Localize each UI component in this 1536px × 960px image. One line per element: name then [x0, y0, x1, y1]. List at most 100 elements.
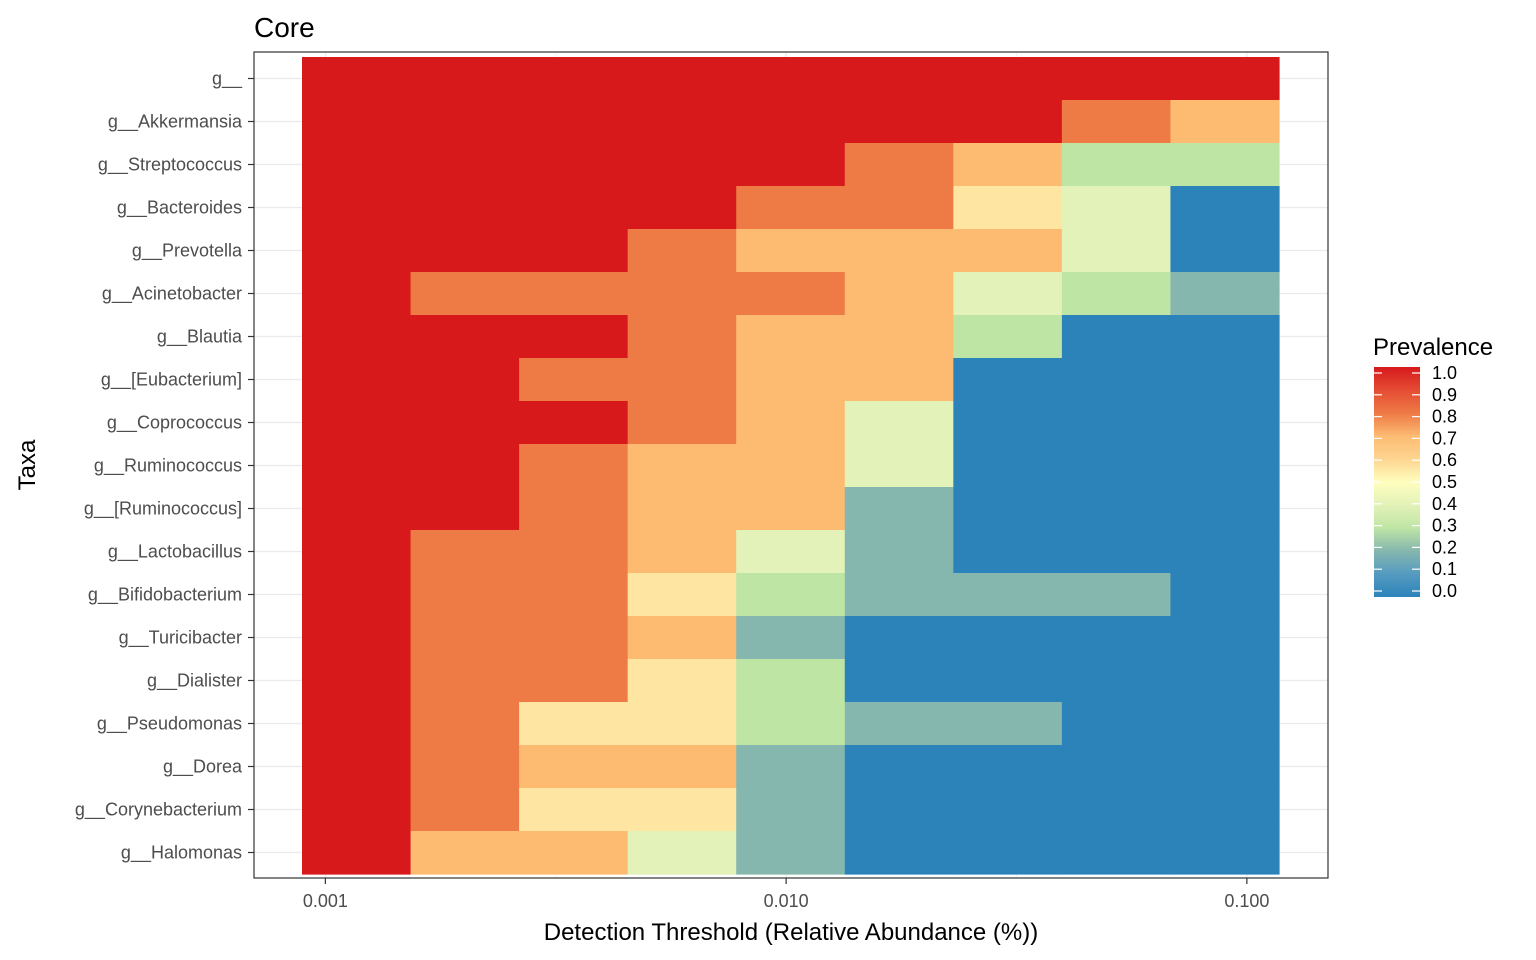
heatmap-cell — [736, 186, 846, 230]
y-tick-label: g__Bifidobacterium — [88, 585, 242, 606]
heatmap-cell — [1061, 487, 1172, 531]
heatmap-cell — [519, 272, 629, 316]
heatmap-cell — [953, 57, 1063, 101]
heatmap-cell — [519, 229, 629, 273]
legend-tick-label: 0.4 — [1432, 494, 1457, 514]
heatmap-cell — [953, 100, 1063, 144]
heatmap-cell — [844, 358, 954, 402]
heatmap-cell — [844, 100, 954, 144]
y-tick-label: g__Streptococcus — [98, 155, 242, 176]
heatmap-cell — [736, 358, 846, 402]
heatmap-cell — [736, 229, 846, 273]
heatmap-cell — [953, 143, 1063, 187]
heatmap-cell — [519, 831, 629, 875]
heatmap-cell — [736, 444, 846, 488]
heatmap-cell — [844, 229, 954, 273]
heatmap-cell — [410, 444, 520, 488]
y-tick-label: g__Akkermansia — [108, 112, 243, 133]
legend-tick-label: 0.5 — [1432, 472, 1457, 492]
heatmap-cell — [302, 831, 412, 875]
heatmap-cell — [953, 272, 1063, 316]
heatmap-cell — [1061, 788, 1172, 832]
y-tick-label: g__Pseudomonas — [97, 714, 242, 735]
heatmap-cell — [1061, 444, 1172, 488]
heatmap-cell — [519, 487, 629, 531]
heatmap-cell — [1061, 702, 1172, 746]
heatmap-cell — [1061, 358, 1172, 402]
heatmap-cell — [627, 659, 737, 703]
heatmap-cell — [302, 573, 412, 617]
heatmap-cell — [302, 143, 412, 187]
legend-tick-label: 0.7 — [1432, 428, 1457, 448]
heatmap-cell — [519, 444, 629, 488]
heatmap-cell — [736, 57, 846, 101]
heatmap-cell — [844, 57, 954, 101]
heatmap-cell — [519, 57, 629, 101]
heatmap-cell — [410, 487, 520, 531]
y-tick-label: g__Blautia — [157, 327, 243, 348]
x-tick-label: 0.001 — [303, 891, 348, 911]
legend-tick-label: 0.2 — [1432, 537, 1457, 557]
heatmap-cell — [1170, 186, 1280, 230]
heatmap-cell — [736, 487, 846, 531]
heatmap-cell — [627, 530, 737, 574]
heatmap-cell — [627, 401, 737, 445]
legend-title: Prevalence — [1373, 334, 1493, 361]
heatmap-cell — [302, 702, 412, 746]
heatmap-cell — [519, 788, 629, 832]
heatmap-cell — [302, 186, 412, 230]
heatmap-cell — [844, 444, 954, 488]
heatmap-cell — [1061, 229, 1172, 273]
heatmap-cell — [302, 401, 412, 445]
heatmap-cell — [302, 358, 412, 402]
heatmap-cell — [1061, 100, 1172, 144]
heatmap-cell — [1170, 444, 1280, 488]
heatmap-cell — [1170, 272, 1280, 316]
heatmap-cell — [1170, 745, 1280, 789]
x-tick-label: 0.010 — [764, 891, 809, 911]
heatmap-cell — [953, 444, 1063, 488]
heatmap-cells — [302, 57, 1280, 875]
heatmap-cell — [410, 831, 520, 875]
legend-tick-label: 1.0 — [1432, 363, 1457, 383]
heatmap-cell — [953, 745, 1063, 789]
heatmap-cell — [519, 401, 629, 445]
y-tick-label: g__ — [212, 69, 243, 90]
heatmap-cell — [519, 186, 629, 230]
heatmap-cell — [1170, 573, 1280, 617]
heatmap-cell — [1061, 616, 1172, 660]
heatmap-cell — [736, 616, 846, 660]
heatmap-cell — [953, 401, 1063, 445]
heatmap-cell — [627, 487, 737, 531]
legend-tick-label: 0.8 — [1432, 407, 1457, 427]
y-tick-label: g__Coprococcus — [107, 413, 242, 434]
heatmap-cell — [627, 444, 737, 488]
y-tick-label: g__Ruminococcus — [94, 456, 242, 477]
heatmap-cell — [736, 401, 846, 445]
heatmap-cell — [519, 573, 629, 617]
y-tick-label: g__Lactobacillus — [108, 542, 242, 563]
legend-ticks: 1.00.90.80.70.60.50.40.30.20.10.0 — [1374, 363, 1457, 601]
heatmap-cell — [844, 616, 954, 660]
heatmap-cell — [627, 831, 737, 875]
heatmap-cell — [302, 229, 412, 273]
heatmap-cell — [410, 143, 520, 187]
heatmap-cell — [1170, 702, 1280, 746]
heatmap-cell — [302, 444, 412, 488]
heatmap-cell — [844, 788, 954, 832]
y-tick-label: g__[Ruminococcus] — [84, 499, 242, 520]
heatmap-cell — [953, 229, 1063, 273]
heatmap-cell — [953, 186, 1063, 230]
heatmap-cell — [736, 702, 846, 746]
y-axis: g__ g__Akkermansia g__Streptococcus g__Bact… — [75, 69, 254, 864]
heatmap-cell — [1170, 530, 1280, 574]
heatmap-cell — [627, 745, 737, 789]
y-tick-label: g__Dorea — [163, 757, 243, 778]
heatmap-cell — [1170, 143, 1280, 187]
heatmap-cell — [410, 186, 520, 230]
heatmap-cell — [410, 788, 520, 832]
heatmap-cell — [627, 272, 737, 316]
heatmap-cell — [844, 659, 954, 703]
heatmap-cell — [1061, 57, 1172, 101]
heatmap-cell — [844, 487, 954, 531]
